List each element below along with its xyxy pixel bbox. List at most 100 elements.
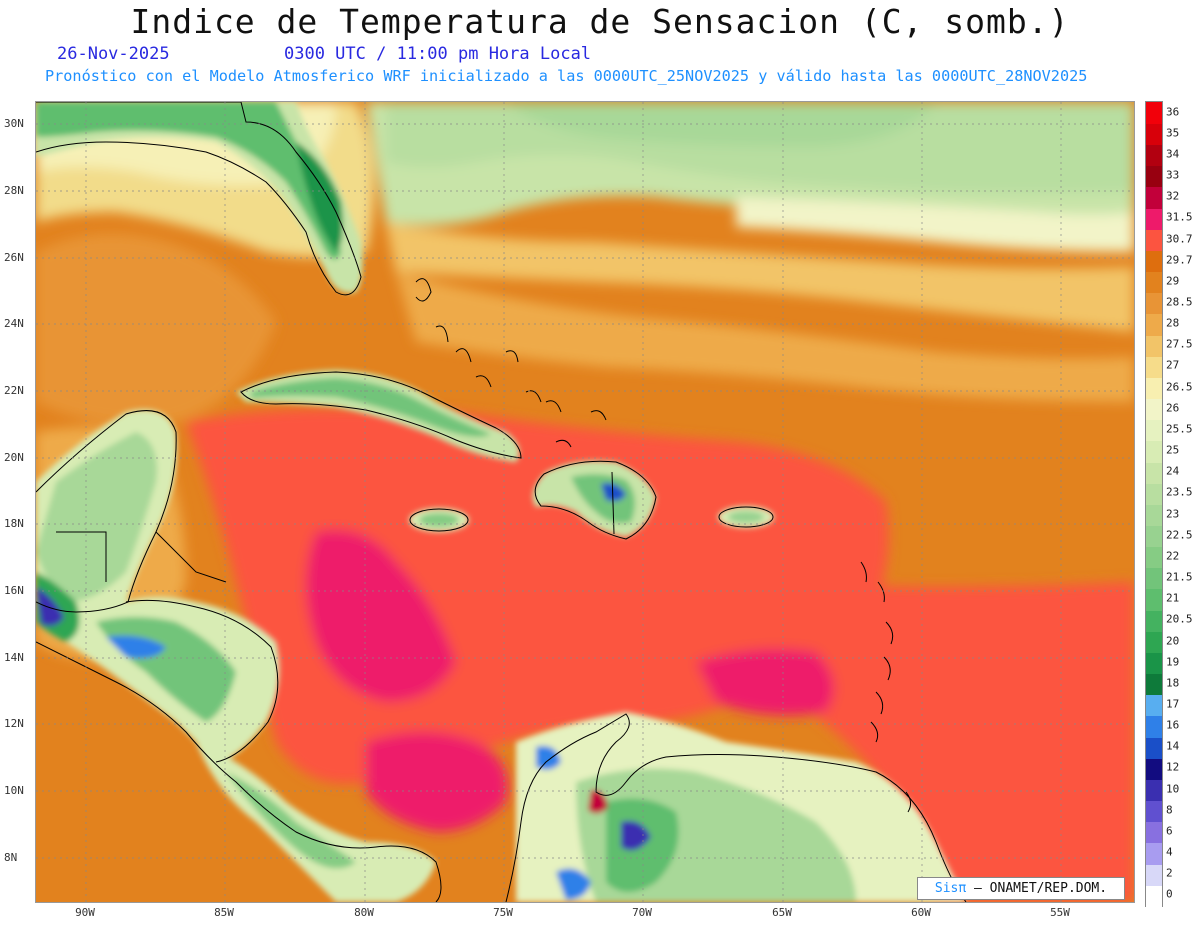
heat-index-map [35, 101, 1135, 903]
colorbar-segment [1146, 546, 1162, 569]
colorbar-segment [1146, 800, 1162, 823]
colorbar-segment [1146, 355, 1162, 378]
colorbar-segment [1146, 694, 1162, 717]
colorbar-tick-label: 4 [1166, 845, 1173, 859]
colorbar-segment [1146, 842, 1162, 865]
colorbar-segment [1146, 440, 1162, 463]
colorbar-tick-label: 12 [1166, 760, 1180, 774]
lon-label: 75W [493, 906, 513, 919]
map-title: Indice de Temperatura de Sensacion (C, s… [130, 2, 1070, 41]
lat-label: 30N [4, 117, 24, 130]
model-description: Pronóstico con el Modelo Atmosferico WRF… [45, 67, 1088, 85]
graticule [36, 102, 1134, 902]
lat-label: 8N [4, 851, 18, 864]
colorbar-tick-label: 22.5 [1166, 528, 1193, 542]
colorbar-segment [1146, 652, 1162, 675]
lat-label: 22N [4, 384, 24, 397]
colorbar-segment [1146, 609, 1162, 632]
credit-box: Sisπ – ONAMET/REP.DOM. [917, 877, 1125, 900]
lat-label: 14N [4, 651, 24, 664]
colorbar-tick-label: 31.5 [1166, 210, 1193, 224]
colorbar-segment [1146, 292, 1162, 315]
colorbar-tick-label: 20.5 [1166, 612, 1193, 626]
lon-label: 55W [1050, 906, 1070, 919]
colorbar-segment [1146, 588, 1162, 611]
lat-label: 16N [4, 584, 24, 597]
map-canvas [36, 102, 1134, 902]
colorbar-tick-label: 27.5 [1166, 337, 1193, 351]
colorbar-tick-label: 26 [1166, 401, 1180, 415]
colorbar-segment [1146, 525, 1162, 548]
colorbar-tick-label: 36 [1166, 105, 1180, 119]
colorbar-tick-label: 28 [1166, 316, 1180, 330]
colorbar-tick-label: 20 [1166, 634, 1180, 648]
colorbar-tick-label: 25.5 [1166, 422, 1193, 436]
colorbar-tick-label: 23.5 [1166, 485, 1193, 499]
colorbar-segment [1146, 165, 1162, 188]
colorbar-tick-label: 26.5 [1166, 380, 1193, 394]
colorbar-segment [1146, 736, 1162, 759]
colorbar-tick-label: 27 [1166, 358, 1180, 372]
colorbar-tick-label: 21.5 [1166, 570, 1193, 584]
colorbar-segment [1146, 334, 1162, 357]
colorbar-segment [1146, 102, 1162, 124]
lat-label: 12N [4, 717, 24, 730]
colorbar-segment [1146, 123, 1162, 146]
colorbar-segment [1146, 144, 1162, 167]
colorbar-segment [1146, 821, 1162, 844]
colorbar-segment [1146, 461, 1162, 484]
colorbar-legend [1145, 101, 1163, 907]
colorbar-tick-label: 0 [1166, 887, 1173, 901]
lon-label: 60W [911, 906, 931, 919]
forecast-time: 0300 UTC / 11:00 pm Hora Local [284, 44, 592, 64]
colorbar-segment [1146, 228, 1162, 251]
colorbar-tick-label: 16 [1166, 718, 1180, 732]
colorbar-segment [1146, 377, 1162, 400]
colorbar-segment [1146, 482, 1162, 505]
colorbar-tick-label: 23 [1166, 507, 1180, 521]
colorbar-segment [1146, 567, 1162, 590]
colorbar-segment [1146, 757, 1162, 780]
colorbar-tick-label: 21 [1166, 591, 1180, 605]
colorbar-segment [1146, 884, 1162, 907]
forecast-date: 26-Nov-2025 [57, 44, 170, 64]
lon-label: 80W [354, 906, 374, 919]
credit-org: – ONAMET/REP.DOM. [966, 881, 1108, 896]
lon-label: 70W [632, 906, 652, 919]
lat-label: 10N [4, 784, 24, 797]
colorbar-segment [1146, 250, 1162, 273]
lat-label: 28N [4, 184, 24, 197]
colorbar-segment [1146, 419, 1162, 442]
caribbean-hot-field-31.5 [306, 530, 456, 702]
colorbar-tick-label: 34 [1166, 147, 1180, 161]
colorbar-segment [1146, 186, 1162, 209]
lat-label: 18N [4, 517, 24, 530]
colorbar-tick-label: 8 [1166, 803, 1173, 817]
colorbar-tick-label: 22 [1166, 549, 1180, 563]
colorbar-tick-label: 18 [1166, 676, 1180, 690]
colorbar-segment [1146, 863, 1162, 886]
colorbar-tick-label: 10 [1166, 782, 1180, 796]
colorbar-segment [1146, 630, 1162, 653]
lat-label: 26N [4, 251, 24, 264]
colorbar-segment [1146, 207, 1162, 230]
colorbar-tick-label: 14 [1166, 739, 1180, 753]
colorbar-segment [1146, 313, 1162, 336]
colorbar-tick-label: 33 [1166, 168, 1180, 182]
colorbar-tick-label: 29 [1166, 274, 1180, 288]
colorbar-tick-label: 32 [1166, 189, 1180, 203]
colorbar-tick-label: 17 [1166, 697, 1180, 711]
colorbar-tick-label: 28.5 [1166, 295, 1193, 309]
colorbar-tick-label: 30.7 [1166, 232, 1193, 246]
lon-label: 85W [214, 906, 234, 919]
colorbar-tick-label: 35 [1166, 126, 1180, 140]
sispi-logo-text: Sisπ [934, 881, 967, 896]
lat-label: 24N [4, 317, 24, 330]
colorbar-segment [1146, 715, 1162, 738]
colorbar-segment [1146, 398, 1162, 421]
colorbar-segment [1146, 673, 1162, 696]
colorbar-tick-label: 19 [1166, 655, 1180, 669]
lon-label: 65W [772, 906, 792, 919]
colorbar-tick-label: 6 [1166, 824, 1173, 838]
lat-label: 20N [4, 451, 24, 464]
